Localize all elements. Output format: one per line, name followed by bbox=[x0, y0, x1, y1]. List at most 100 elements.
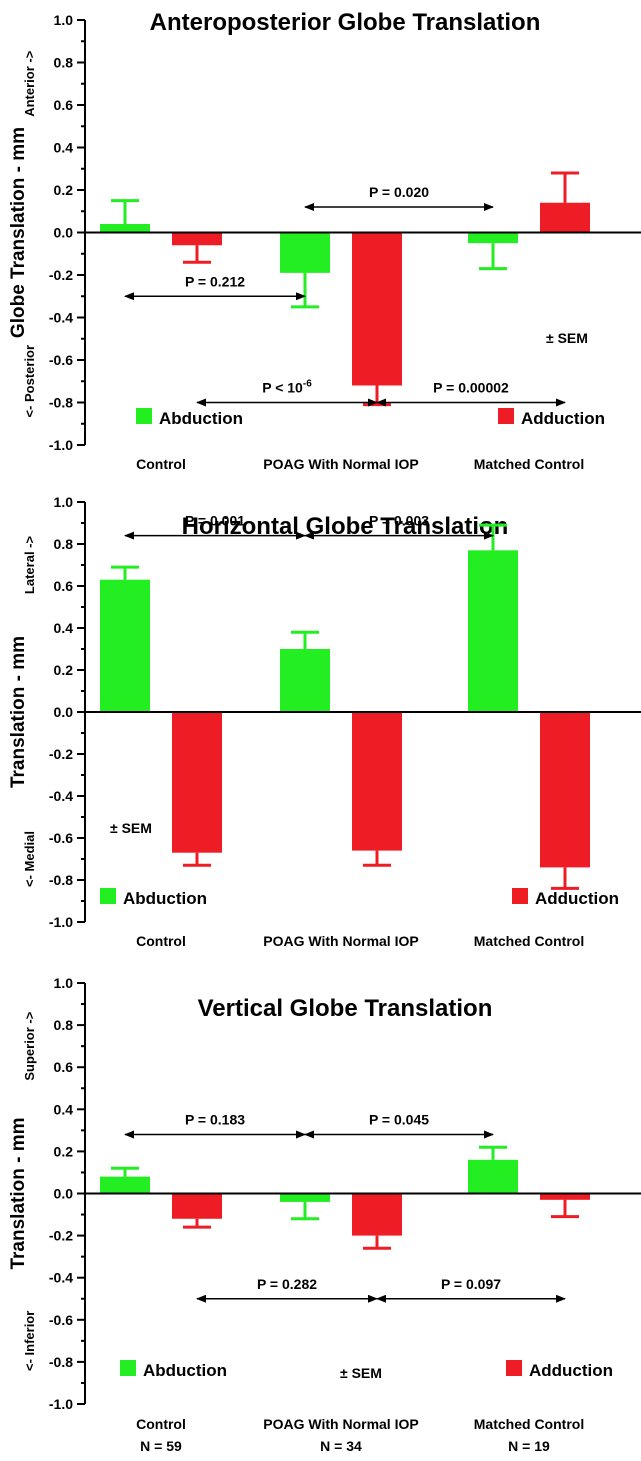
chart-title: Anteroposterior Globe Translation bbox=[150, 9, 541, 36]
x-category-label: POAG With Normal IOP bbox=[263, 456, 418, 472]
y-positive-direction-label: Superior -> bbox=[22, 1011, 37, 1080]
n-label: N = 19 bbox=[508, 1438, 550, 1454]
y-tick-label: -0.6 bbox=[49, 1312, 73, 1328]
y-tick-label: 0.8 bbox=[54, 55, 74, 71]
y-tick-label: 0.0 bbox=[54, 1186, 74, 1202]
y-positive-direction-label: Lateral -> bbox=[22, 536, 37, 595]
p-value-label: P < 10-6 bbox=[262, 379, 312, 396]
p-value-label: P = 0.097 bbox=[441, 1276, 501, 1292]
x-category-label: Matched Control bbox=[474, 933, 584, 949]
legend-swatch-abduction bbox=[100, 888, 116, 904]
y-tick-label: 0.2 bbox=[54, 182, 74, 198]
y-tick-label: 0.4 bbox=[54, 620, 74, 636]
legend-label-adduction: Adduction bbox=[535, 889, 619, 908]
chart-panel-3: Vertical Globe Translation 1.0 0.8 0.6 0.4 0.… bbox=[8, 975, 641, 1454]
p-value-label: P = 0.045 bbox=[369, 1112, 429, 1128]
p-value-label: P = 0.003 bbox=[369, 513, 429, 529]
bar-adduction-3 bbox=[540, 1193, 590, 1200]
legend-label-abduction: Abduction bbox=[143, 1361, 227, 1380]
y-negative-direction-label: <- Inferior bbox=[22, 1311, 37, 1371]
legend-swatch-abduction bbox=[120, 1360, 136, 1376]
y-axis-label: Translation - mm bbox=[8, 1117, 29, 1269]
y-tick-label: -0.6 bbox=[49, 352, 73, 368]
y-axis-label: Translation - mm bbox=[8, 636, 29, 788]
y-tick-label: 0.0 bbox=[54, 704, 74, 720]
bar-adduction-1 bbox=[172, 232, 222, 246]
x-category-label: Control bbox=[136, 933, 186, 949]
legend-label-adduction: Adduction bbox=[529, 1361, 613, 1380]
legend-label-abduction: Abduction bbox=[159, 409, 243, 428]
bar-abduction-3 bbox=[468, 232, 518, 244]
y-tick-label: -0.2 bbox=[49, 1228, 73, 1244]
y-tick-label: -0.4 bbox=[49, 1270, 73, 1286]
p-value-label: P = 0.183 bbox=[185, 1112, 245, 1128]
n-label: N = 59 bbox=[140, 1438, 182, 1454]
y-tick-label: 0.0 bbox=[54, 225, 74, 241]
x-category-label: Matched Control bbox=[474, 1416, 584, 1432]
bar-abduction-1 bbox=[100, 1176, 150, 1194]
y-tick-label: -0.2 bbox=[49, 746, 73, 762]
y-tick-label: 0.6 bbox=[54, 1059, 74, 1075]
y-positive-direction-label: Anterior -> bbox=[22, 50, 37, 117]
y-tick-label: 1.0 bbox=[54, 12, 74, 28]
sem-note: ± SEM bbox=[546, 330, 588, 346]
legend-swatch-adduction bbox=[512, 888, 528, 904]
bar-abduction-2 bbox=[280, 1193, 330, 1202]
y-tick-label: 0.8 bbox=[54, 536, 74, 552]
x-category-label: Control bbox=[136, 456, 186, 472]
y-tick-label: 0.4 bbox=[54, 140, 74, 156]
bar-adduction-2 bbox=[352, 232, 402, 386]
bar-adduction-3 bbox=[540, 202, 590, 233]
bar-abduction-2 bbox=[280, 232, 330, 273]
bar-abduction-3 bbox=[468, 550, 518, 712]
legend-label-adduction: Adduction bbox=[521, 409, 605, 428]
legend-swatch-adduction bbox=[506, 1360, 522, 1376]
y-tick-label: -0.8 bbox=[49, 395, 73, 411]
chart-panel-2: Horizontal Globe Translation1.00.80.60.4… bbox=[8, 494, 641, 949]
y-tick-label: -0.4 bbox=[49, 310, 73, 326]
y-tick-label: 0.8 bbox=[54, 1017, 74, 1033]
p-value-label: P = 0.212 bbox=[185, 273, 245, 289]
bar-abduction-2 bbox=[280, 649, 330, 712]
y-tick-label: 0.4 bbox=[54, 1101, 74, 1117]
bar-adduction-2 bbox=[352, 712, 402, 851]
y-tick-label: -1.0 bbox=[49, 437, 73, 453]
y-axis-label: Globe Translation - mm bbox=[8, 127, 29, 338]
legend-label-abduction: Abduction bbox=[123, 889, 207, 908]
y-tick-label: 0.6 bbox=[54, 97, 74, 113]
y-tick-label: -0.8 bbox=[49, 872, 73, 888]
bar-abduction-1 bbox=[100, 579, 150, 712]
bar-adduction-1 bbox=[172, 712, 222, 853]
p-value-label: P = 0.001 bbox=[185, 513, 245, 529]
chart-title: Vertical Globe Translation bbox=[198, 995, 493, 1022]
y-negative-direction-label: <- Posterior bbox=[22, 345, 37, 418]
bar-adduction-3 bbox=[540, 712, 590, 868]
bar-adduction-1 bbox=[172, 1193, 222, 1219]
legend-swatch-adduction bbox=[498, 408, 514, 424]
y-tick-label: -0.4 bbox=[49, 788, 73, 804]
x-category-label: Control bbox=[136, 1416, 186, 1432]
bar-abduction-3 bbox=[468, 1159, 518, 1194]
x-category-label: POAG With Normal IOP bbox=[263, 933, 418, 949]
y-tick-label: -0.8 bbox=[49, 1354, 73, 1370]
n-label: N = 34 bbox=[320, 1438, 362, 1454]
y-tick-label: 1.0 bbox=[54, 975, 74, 991]
y-tick-label: -0.6 bbox=[49, 830, 73, 846]
p-value-label: P = 0.020 bbox=[369, 184, 429, 200]
y-tick-label: 1.0 bbox=[54, 494, 74, 510]
sem-note: ± SEM bbox=[340, 1365, 382, 1381]
chart-panel-1: Anteroposterior Globe Translation 1.0 0.8 0… bbox=[8, 9, 641, 472]
x-category-label: POAG With Normal IOP bbox=[263, 1416, 418, 1432]
y-tick-label: 0.6 bbox=[54, 578, 74, 594]
p-value-label: P = 0.00002 bbox=[433, 380, 509, 396]
bar-adduction-2 bbox=[352, 1193, 402, 1236]
sem-note: ± SEM bbox=[110, 820, 152, 836]
y-tick-label: 0.2 bbox=[54, 1143, 74, 1159]
x-category-label: Matched Control bbox=[474, 456, 584, 472]
legend-swatch-abduction bbox=[136, 408, 152, 424]
y-tick-label: -1.0 bbox=[49, 1396, 73, 1412]
y-tick-label: -1.0 bbox=[49, 914, 73, 930]
bar-abduction-1 bbox=[100, 224, 150, 233]
y-tick-label: -0.2 bbox=[49, 267, 73, 283]
